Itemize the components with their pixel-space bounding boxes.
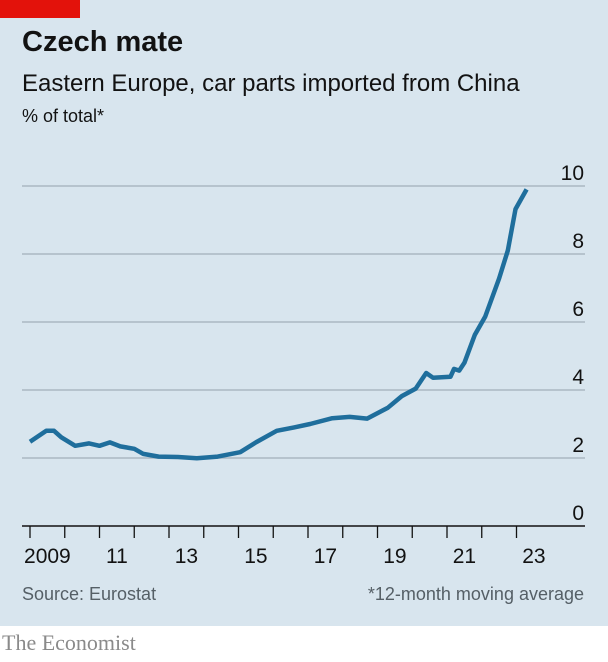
y-tick-label: 10 xyxy=(561,162,584,185)
x-tick-label: 23 xyxy=(522,545,545,568)
x-tick-label: 19 xyxy=(383,545,406,568)
brand-red-bar xyxy=(0,0,80,18)
line-chart: 0 2 4 6 8 10 2009 11 13 15 17 19 21 23 xyxy=(22,162,585,568)
y-tick-label: 4 xyxy=(572,366,584,389)
y-axis-unit: % of total* xyxy=(22,106,105,126)
chart-title: Czech mate xyxy=(22,26,184,58)
economist-logo: The Economist xyxy=(2,630,136,655)
footnote: *12-month moving average xyxy=(367,584,584,604)
x-tick-label: 17 xyxy=(314,545,337,568)
x-tick-label: 2009 xyxy=(24,545,71,568)
y-tick-label: 0 xyxy=(572,502,584,525)
chart-panel xyxy=(0,0,608,626)
x-tick-label: 15 xyxy=(244,545,267,568)
source-note: Source: Eurostat xyxy=(22,584,157,604)
x-tick-label: 13 xyxy=(175,545,198,568)
y-tick-label: 2 xyxy=(572,434,584,457)
y-tick-label: 8 xyxy=(572,230,584,253)
x-tick-label: 21 xyxy=(453,545,476,568)
y-tick-label: 6 xyxy=(572,298,584,321)
x-tick-label: 11 xyxy=(106,545,128,568)
series-line xyxy=(28,188,529,461)
chart-subtitle: Eastern Europe, car parts imported from … xyxy=(22,70,520,97)
